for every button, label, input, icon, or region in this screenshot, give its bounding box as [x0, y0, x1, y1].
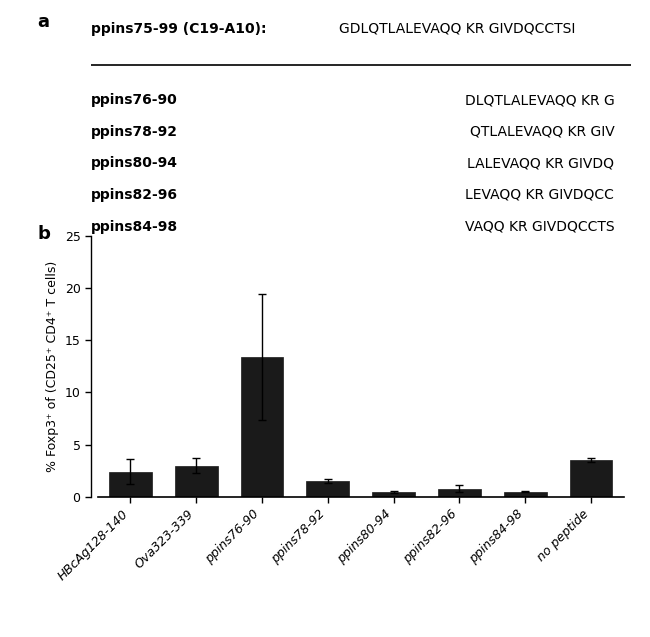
Text: GDLQTLALEVAQQ KR GIVDQCCTSI: GDLQTLALEVAQQ KR GIVDQCCTSI — [339, 22, 575, 36]
Text: LEVAQQ KR GIVDQCC: LEVAQQ KR GIVDQCC — [465, 188, 614, 202]
Text: VAQQ KR GIVDQCCTS: VAQQ KR GIVDQCCTS — [465, 220, 614, 234]
Text: ppins82-96: ppins82-96 — [91, 188, 178, 202]
Y-axis label: % Foxp3⁺ of (CD25⁺ CD4⁺ T cells): % Foxp3⁺ of (CD25⁺ CD4⁺ T cells) — [46, 261, 59, 472]
Bar — [109, 472, 152, 497]
Bar — [372, 492, 415, 497]
Text: QTLALEVAQQ KR GIV: QTLALEVAQQ KR GIV — [469, 125, 614, 139]
Bar — [504, 492, 547, 497]
Text: DLQTLALEVAQQ KR G: DLQTLALEVAQQ KR G — [465, 94, 614, 108]
Text: b: b — [37, 225, 50, 243]
Text: LALEVAQQ KR GIVDQ: LALEVAQQ KR GIVDQ — [467, 157, 614, 171]
Text: ppins76-90: ppins76-90 — [91, 94, 177, 108]
Bar — [438, 489, 481, 497]
Bar — [175, 466, 218, 497]
Text: ppins80-94: ppins80-94 — [91, 157, 178, 171]
Text: a: a — [37, 13, 49, 31]
Bar — [569, 461, 612, 497]
Bar — [306, 481, 349, 497]
Bar — [240, 357, 283, 497]
Text: ppins75-99 (C19-A10):: ppins75-99 (C19-A10): — [91, 22, 266, 36]
Text: ppins78-92: ppins78-92 — [91, 125, 178, 139]
Text: ppins84-98: ppins84-98 — [91, 220, 178, 234]
